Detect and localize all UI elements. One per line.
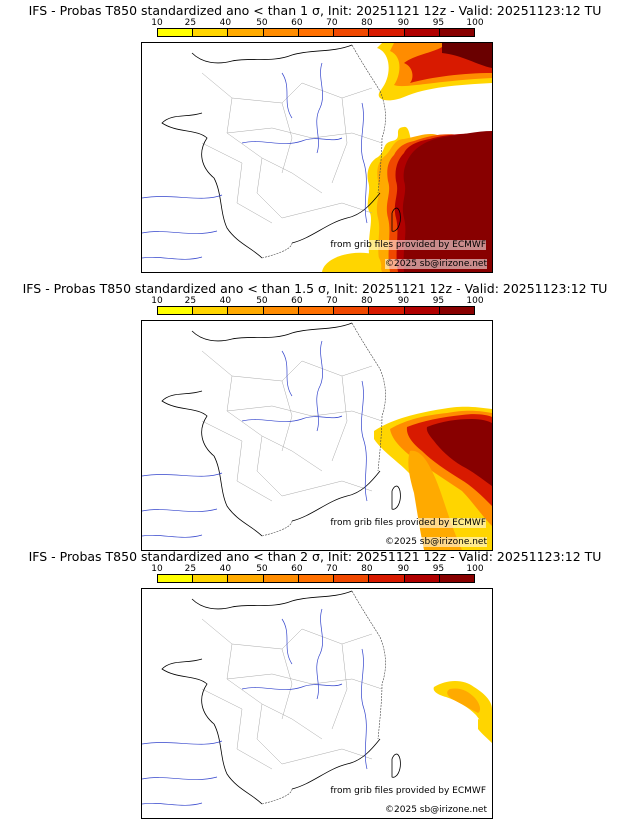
map-panel-1: IFS - Probas T850 standardized ano < tha… [0, 3, 630, 273]
panel-title: IFS - Probas T850 standardized ano < tha… [28, 549, 602, 564]
colorbar-label: 90 [397, 18, 410, 28]
colorbar-label: 40 [219, 564, 232, 574]
colorbar-segment [369, 575, 405, 582]
colorbar-segment [334, 29, 370, 36]
colorbar-label: 25 [184, 18, 197, 28]
country-borders [261, 322, 386, 537]
map-drawing [142, 43, 492, 272]
colorbar-segment [263, 575, 299, 582]
colorbar-label: 100 [466, 296, 484, 306]
colorbar-segment [404, 575, 440, 582]
colorbar-label: 50 [256, 564, 268, 574]
colorbar-segment [404, 29, 440, 36]
credit-copyright: ©2025 sb@irizone.net [385, 259, 487, 269]
colorbar-label: 10 [151, 564, 163, 574]
country-borders [261, 44, 386, 259]
colorbar-segment [298, 29, 335, 36]
colorbar-label: 40 [219, 18, 232, 28]
credit-copyright: ©2025 sb@irizone.net [385, 537, 487, 547]
colorbar-label: 50 [256, 296, 268, 306]
colorbar-label: 80 [361, 18, 373, 28]
colorbar-segment [193, 29, 229, 36]
colorbar-label: 80 [361, 296, 373, 306]
colorbar-labels: 10 25 40 50 60 70 80 90 95 100 [151, 18, 483, 28]
colorbar-label: 40 [219, 296, 232, 306]
map-drawing [142, 590, 492, 806]
colorbar [157, 574, 475, 583]
map-panel-3: IFS - Probas T850 standardized ano < tha… [0, 549, 630, 819]
credit-copyright: ©2025 sb@irizone.net [385, 805, 487, 815]
colorbar-label: 60 [291, 296, 303, 306]
colorbar-segment [439, 29, 474, 36]
admin-borders [201, 618, 383, 770]
map-drawing [142, 322, 492, 550]
colorbar-segment [158, 307, 194, 314]
colorbar-segment [228, 307, 264, 314]
colorbar-labels: 10 25 40 50 60 70 80 90 95 100 [151, 296, 483, 306]
colorbar-label: 60 [291, 564, 303, 574]
coastline [161, 44, 401, 259]
map-frame: from grib files provided by ECMWF ©2025 … [141, 320, 493, 551]
colorbar-label: 95 [432, 564, 445, 574]
colorbar-segment [228, 575, 264, 582]
colorbar-segment [369, 29, 405, 36]
rivers [142, 608, 368, 806]
panel-title: IFS - Probas T850 standardized ano < tha… [22, 281, 608, 296]
colorbar-label: 90 [397, 296, 410, 306]
rivers [142, 62, 368, 260]
rivers [142, 340, 368, 538]
colorbar-label: 10 [151, 296, 163, 306]
colorbar-segment [404, 307, 440, 314]
colorbar-label: 100 [466, 564, 484, 574]
colorbar-label: 70 [326, 18, 338, 28]
colorbar-label: 60 [291, 18, 303, 28]
colorbar-label: 95 [432, 296, 445, 306]
map-panel-2: IFS - Probas T850 standardized ano < tha… [0, 281, 630, 551]
colorbar-segment [439, 307, 474, 314]
colorbar-segment [193, 307, 229, 314]
colorbar-labels: 10 25 40 50 60 70 80 90 95 100 [151, 564, 483, 574]
colorbar-label: 10 [151, 18, 163, 28]
panel-title: IFS - Probas T850 standardized ano < tha… [28, 3, 602, 18]
colorbar-segment [439, 575, 474, 582]
credit-grib: from grib files provided by ECMWF [330, 240, 486, 250]
colorbar-label: 95 [432, 18, 445, 28]
colorbar-label: 25 [184, 564, 197, 574]
colorbar-segment [158, 575, 194, 582]
colorbar-label: 90 [397, 564, 410, 574]
colorbar-label: 70 [326, 296, 338, 306]
country-borders [261, 590, 386, 805]
colorbar-segment [298, 307, 335, 314]
colorbar-label: 25 [184, 296, 197, 306]
map-frame: from grib files provided by ECMWF ©2025 … [141, 42, 493, 273]
credit-grib: from grib files provided by ECMWF [330, 786, 486, 796]
colorbar [157, 306, 475, 315]
colorbar-segment [263, 307, 299, 314]
colorbar-segment [228, 29, 264, 36]
colorbar-label: 80 [361, 564, 373, 574]
colorbar-label: 70 [326, 564, 338, 574]
colorbar-segment [158, 29, 194, 36]
colorbar-segment [334, 575, 370, 582]
colorbar-label: 50 [256, 18, 268, 28]
colorbar [157, 28, 475, 37]
coastline [161, 322, 401, 537]
colorbar-segment [334, 307, 370, 314]
coastline [161, 590, 401, 805]
colorbar-segment [369, 307, 405, 314]
map-frame: from grib files provided by ECMWF ©2025 … [141, 588, 493, 819]
colorbar-segment [193, 575, 229, 582]
admin-borders [201, 72, 383, 224]
credit-grib: from grib files provided by ECMWF [330, 518, 486, 528]
probability-field [322, 43, 492, 272]
probability-field [374, 406, 492, 550]
probability-field [433, 681, 492, 743]
colorbar-segment [263, 29, 299, 36]
admin-borders [201, 350, 383, 502]
colorbar-label: 100 [466, 18, 484, 28]
colorbar-segment [298, 575, 335, 582]
